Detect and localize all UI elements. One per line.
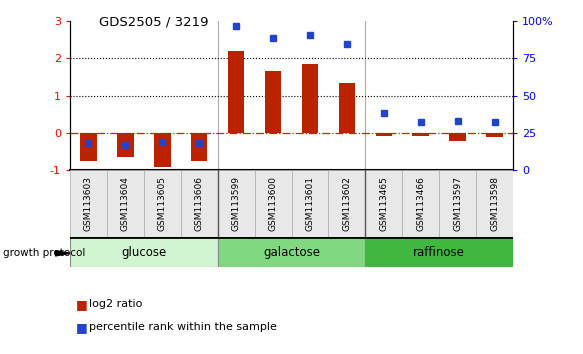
Text: glucose: glucose xyxy=(121,246,166,259)
Bar xyxy=(80,133,97,161)
FancyBboxPatch shape xyxy=(439,170,476,237)
FancyBboxPatch shape xyxy=(292,170,328,237)
Text: ■: ■ xyxy=(76,298,87,311)
Text: GSM113466: GSM113466 xyxy=(416,176,425,231)
FancyBboxPatch shape xyxy=(144,170,181,237)
FancyBboxPatch shape xyxy=(476,170,513,237)
Bar xyxy=(339,82,355,133)
FancyBboxPatch shape xyxy=(402,170,439,237)
FancyBboxPatch shape xyxy=(107,170,144,237)
Text: GDS2505 / 3219: GDS2505 / 3219 xyxy=(99,16,209,29)
Text: GSM113600: GSM113600 xyxy=(269,176,278,231)
Bar xyxy=(412,133,429,137)
Text: GSM113603: GSM113603 xyxy=(84,176,93,231)
Text: GSM113606: GSM113606 xyxy=(195,176,203,231)
Bar xyxy=(154,133,171,167)
Bar xyxy=(265,72,282,133)
FancyBboxPatch shape xyxy=(255,170,292,237)
Bar xyxy=(117,133,134,157)
FancyBboxPatch shape xyxy=(70,170,107,237)
Text: GSM113599: GSM113599 xyxy=(231,176,241,231)
Text: GSM113598: GSM113598 xyxy=(490,176,499,231)
Text: GSM113602: GSM113602 xyxy=(342,176,352,231)
Text: growth protocol: growth protocol xyxy=(3,248,85,258)
Polygon shape xyxy=(55,251,70,256)
FancyBboxPatch shape xyxy=(217,170,255,237)
Bar xyxy=(191,133,208,161)
FancyBboxPatch shape xyxy=(366,237,513,267)
Text: log2 ratio: log2 ratio xyxy=(89,299,142,309)
Bar xyxy=(486,133,503,137)
Text: GSM113465: GSM113465 xyxy=(380,176,388,231)
Text: percentile rank within the sample: percentile rank within the sample xyxy=(89,322,276,332)
FancyBboxPatch shape xyxy=(181,170,217,237)
FancyBboxPatch shape xyxy=(70,237,217,267)
FancyBboxPatch shape xyxy=(217,237,366,267)
Text: GSM113601: GSM113601 xyxy=(305,176,314,231)
FancyBboxPatch shape xyxy=(366,170,402,237)
Text: GSM113604: GSM113604 xyxy=(121,176,130,231)
Text: GSM113597: GSM113597 xyxy=(453,176,462,231)
Bar xyxy=(375,133,392,136)
Bar xyxy=(228,51,244,133)
Bar xyxy=(301,64,318,133)
Text: raffinose: raffinose xyxy=(413,246,465,259)
FancyBboxPatch shape xyxy=(328,170,366,237)
Bar xyxy=(449,133,466,141)
Text: ■: ■ xyxy=(76,321,87,334)
Text: GSM113605: GSM113605 xyxy=(158,176,167,231)
Text: galactose: galactose xyxy=(263,246,320,259)
